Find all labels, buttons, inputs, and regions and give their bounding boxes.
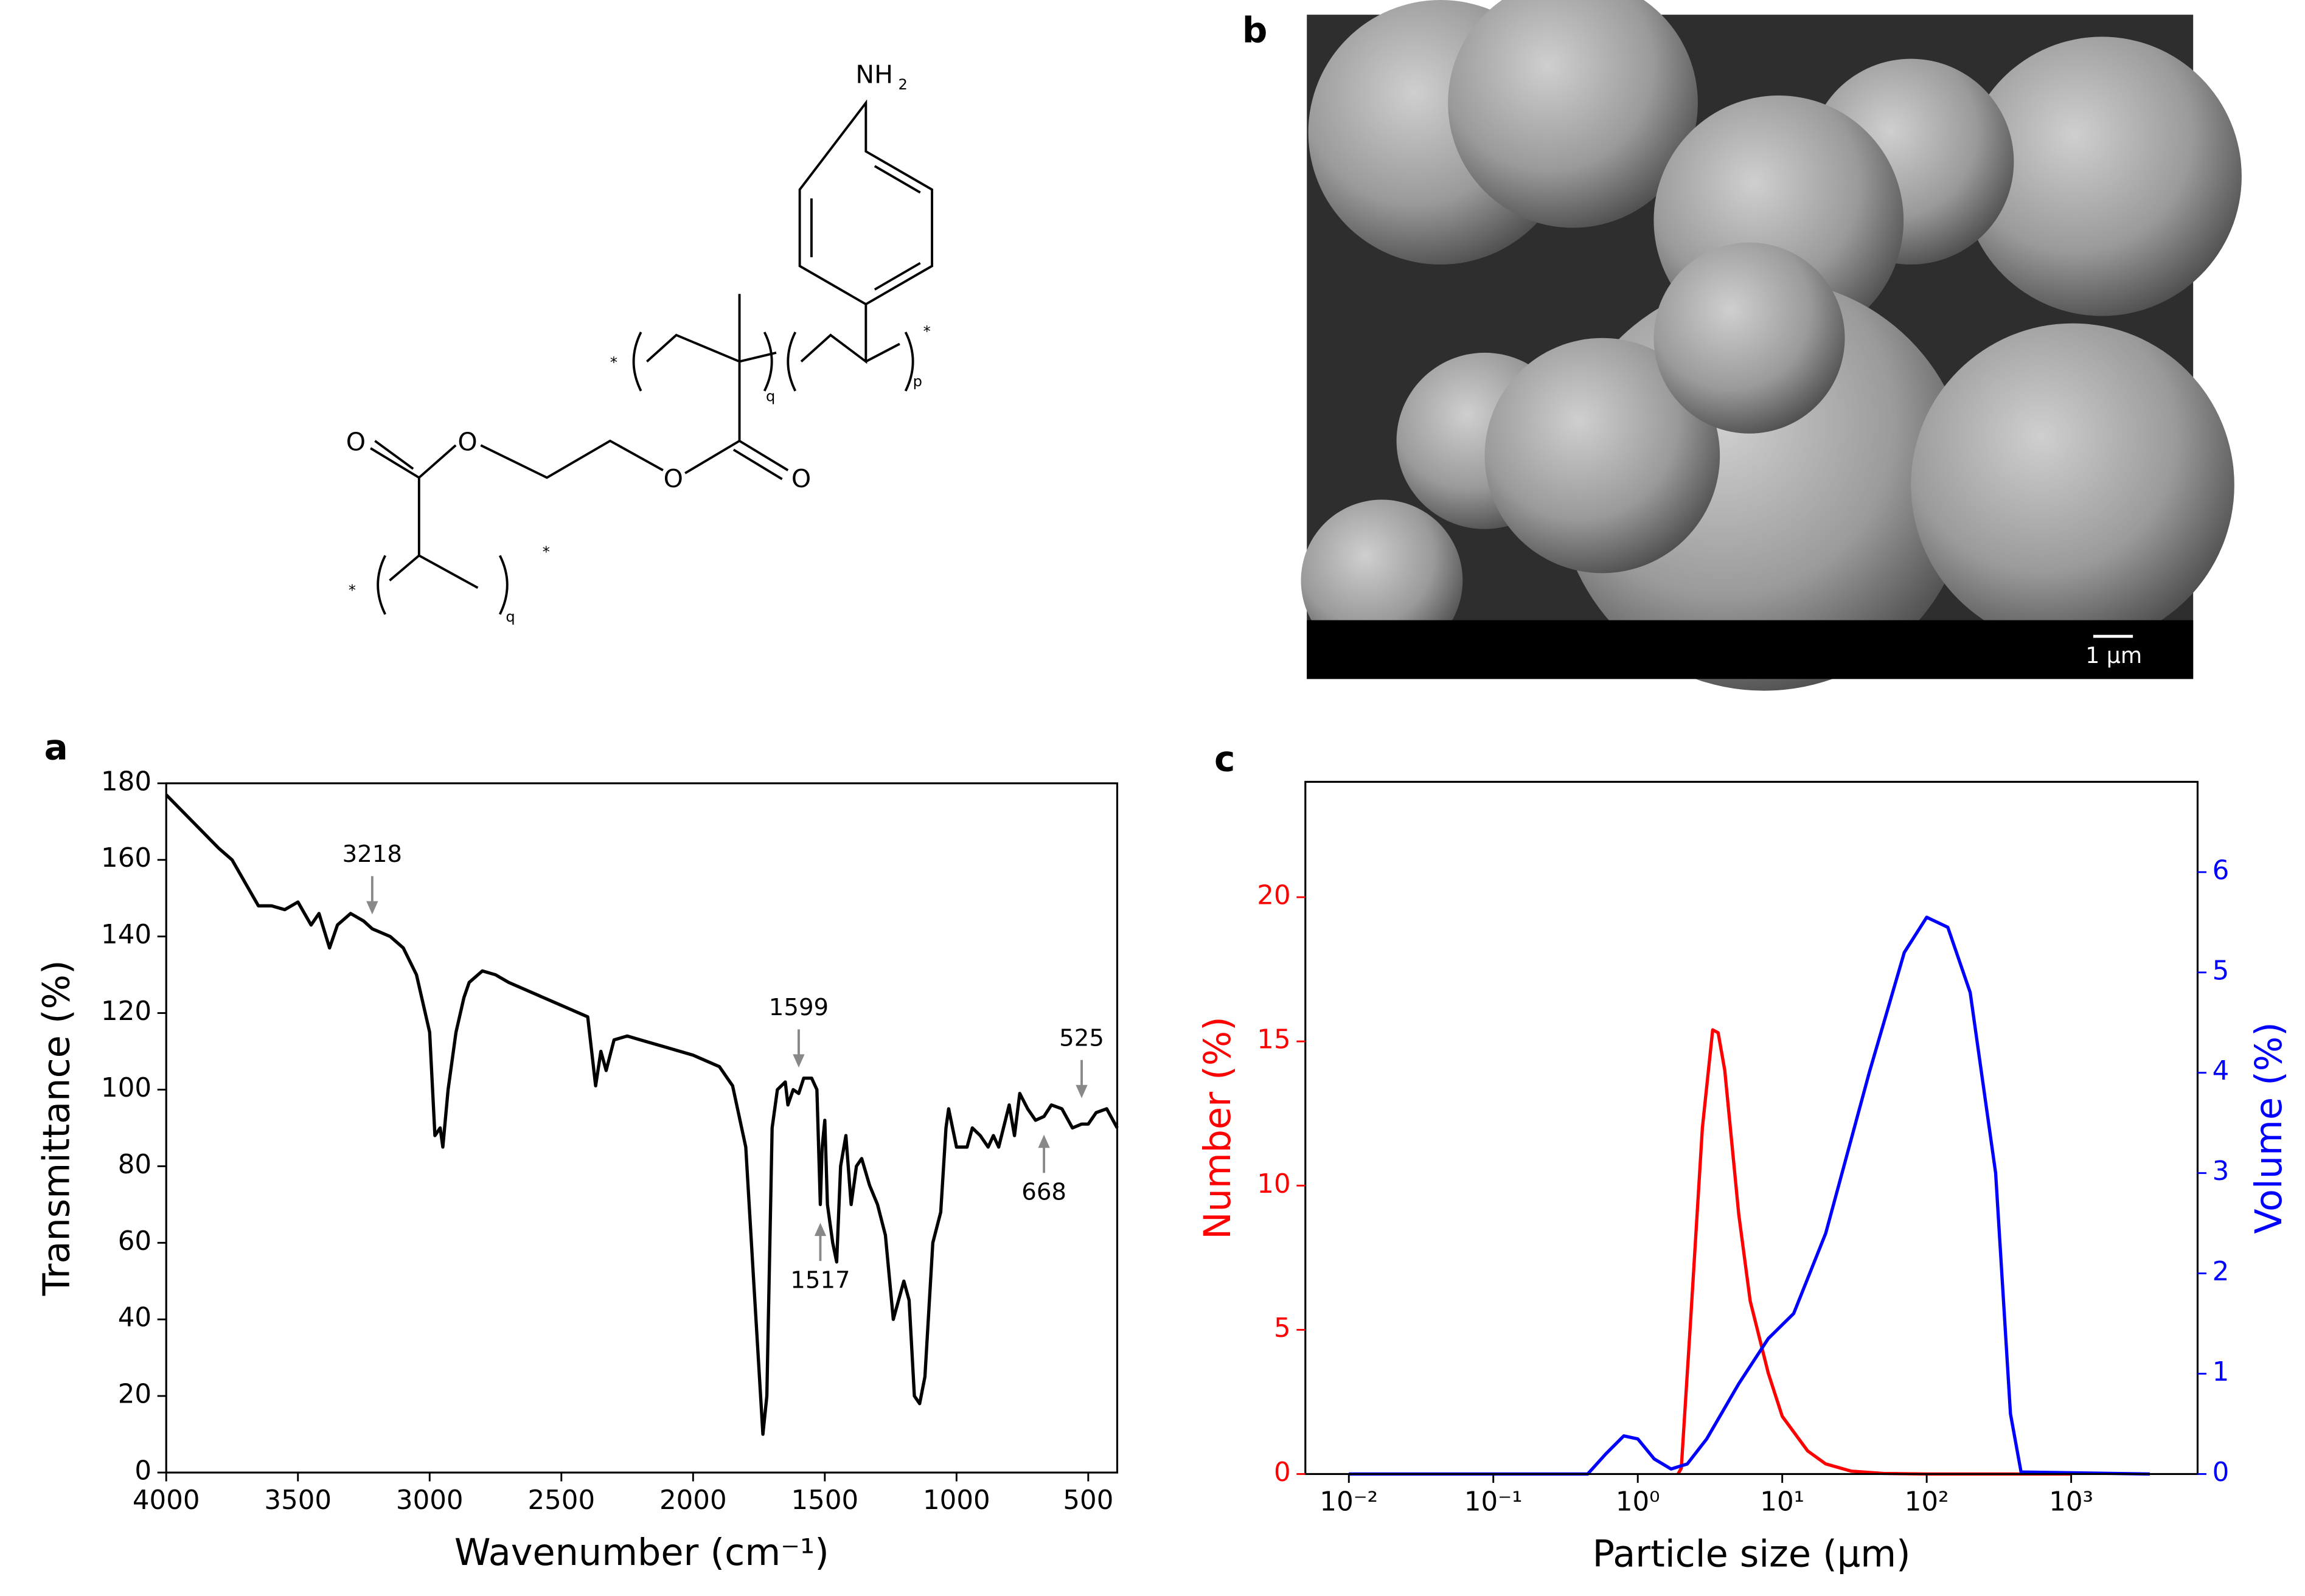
panel-label: a bbox=[44, 726, 68, 768]
data-line bbox=[165, 793, 1119, 1436]
x-tick-label: 10⁰ bbox=[1616, 1487, 1660, 1517]
panel-label: b bbox=[1242, 9, 1267, 50]
y-tick-label: 20 bbox=[118, 1379, 151, 1410]
atom-label: p bbox=[913, 373, 922, 390]
atom-label: O bbox=[664, 464, 683, 493]
y-tick-label: 120 bbox=[101, 996, 151, 1027]
y-tick-label: 80 bbox=[118, 1150, 151, 1180]
y2-tick-label: 3 bbox=[2213, 1156, 2230, 1187]
x-tick-label: 500 bbox=[1063, 1485, 1113, 1516]
annotation-label: 668 bbox=[1021, 1179, 1066, 1206]
y-tick-label: 100 bbox=[101, 1073, 151, 1103]
y-tick-label: 5 bbox=[1274, 1313, 1291, 1344]
y-tick-label: 40 bbox=[118, 1303, 151, 1333]
bond bbox=[480, 439, 664, 479]
y-tick-label: 0 bbox=[134, 1456, 151, 1487]
annotation-label: 3218 bbox=[342, 841, 402, 868]
micrograph: 1 μm bbox=[1301, 0, 2242, 691]
y2-tick-label: 2 bbox=[2213, 1257, 2230, 1287]
bond bbox=[798, 99, 934, 306]
y-tick-label: 160 bbox=[101, 843, 151, 873]
bond bbox=[800, 304, 867, 364]
annotation-label: 525 bbox=[1059, 1024, 1104, 1052]
atom-label: * bbox=[610, 354, 617, 371]
atom-label: O bbox=[346, 428, 366, 457]
x-tick-label: 10¹ bbox=[1760, 1487, 1804, 1517]
x-tick-label: 2000 bbox=[659, 1485, 727, 1516]
chart: 10⁻² 10⁻¹ 10⁰ 10¹ 10² 10³ 0 5 10 15 20 0 1 2 3 4 5 6 Parti… bbox=[1197, 780, 2290, 1575]
data-line bbox=[1677, 1028, 2071, 1476]
structure: NH 2 O O O O * * * * q p q bbox=[346, 60, 934, 625]
y2-tick-label: 0 bbox=[2213, 1457, 2230, 1488]
x-axis-label: Wavenumber (cm⁻¹) bbox=[454, 1532, 829, 1574]
x-tick-label: 10³ bbox=[2049, 1487, 2093, 1517]
atom-label: * bbox=[349, 581, 356, 598]
bond bbox=[646, 294, 777, 441]
atom-label: O bbox=[457, 428, 477, 457]
x-tick-label: 10² bbox=[1905, 1487, 1949, 1517]
atom-label: O bbox=[791, 464, 811, 493]
y-tick-label: 20 bbox=[1257, 881, 1290, 911]
x-tick-label: 3500 bbox=[264, 1485, 332, 1516]
y-tick-label: 60 bbox=[118, 1226, 151, 1257]
info-bar bbox=[1307, 620, 2194, 679]
annotation-arrowhead bbox=[1038, 1134, 1050, 1148]
atom-label: * bbox=[923, 323, 931, 340]
bond bbox=[684, 440, 789, 481]
y2-tick-label: 4 bbox=[2213, 1056, 2230, 1086]
y-tick-label: 15 bbox=[1257, 1025, 1290, 1055]
atom-label: q bbox=[766, 387, 775, 404]
y-tick-label: 0 bbox=[1274, 1457, 1291, 1488]
plot-frame bbox=[165, 782, 1119, 1474]
annotation-arrowhead bbox=[366, 901, 378, 915]
bond bbox=[810, 165, 921, 291]
particles bbox=[1301, 0, 2242, 691]
x-tick-label: 1000 bbox=[923, 1485, 990, 1516]
data-line bbox=[1349, 915, 2150, 1476]
y-tick-label: 10 bbox=[1257, 1169, 1290, 1199]
chart: 4000 3500 3000 2500 2000 1500 1000 500 0 20 40 60 80… bbox=[35, 766, 1119, 1574]
atom-label: q bbox=[506, 608, 515, 625]
panel-label: c bbox=[1214, 738, 1235, 780]
y-axis-label: Number (%) bbox=[1197, 1016, 1239, 1239]
x-tick-label: 10⁻² bbox=[1319, 1487, 1378, 1517]
annotation-label: 1599 bbox=[769, 994, 829, 1021]
y-tick-label: 140 bbox=[101, 920, 151, 950]
x-axis-label: Particle size (μm) bbox=[1593, 1533, 1911, 1575]
x-tick-label: 10⁻¹ bbox=[1464, 1487, 1523, 1517]
x-tick-label: 4000 bbox=[133, 1485, 200, 1516]
x-tick-label: 1500 bbox=[791, 1485, 858, 1516]
scale-bar-label: 1 μm bbox=[2085, 642, 2142, 668]
x-tick-label: 3000 bbox=[396, 1485, 464, 1516]
plot-frame bbox=[1304, 780, 2199, 1476]
y-axis-label: Transmittance (%) bbox=[35, 960, 78, 1296]
annotation-arrowhead bbox=[793, 1054, 805, 1068]
y2-tick-label: 1 bbox=[2213, 1357, 2230, 1387]
atom-label: * bbox=[543, 543, 550, 560]
atom-label: NH bbox=[855, 60, 893, 89]
bond bbox=[865, 342, 900, 363]
bracket bbox=[377, 331, 914, 615]
atom-label: 2 bbox=[898, 76, 907, 93]
y2-axis-label: Volume (%) bbox=[2248, 1022, 2290, 1233]
y-tick-label: 180 bbox=[101, 766, 151, 797]
annotation-arrowhead bbox=[1076, 1084, 1088, 1098]
y2-tick-label: 6 bbox=[2213, 855, 2230, 886]
y2-tick-label: 5 bbox=[2213, 956, 2230, 986]
x-tick-label: 2500 bbox=[527, 1485, 595, 1516]
bond bbox=[370, 440, 479, 589]
annotation-label: 1517 bbox=[790, 1267, 850, 1294]
annotation-arrowhead bbox=[814, 1223, 827, 1237]
